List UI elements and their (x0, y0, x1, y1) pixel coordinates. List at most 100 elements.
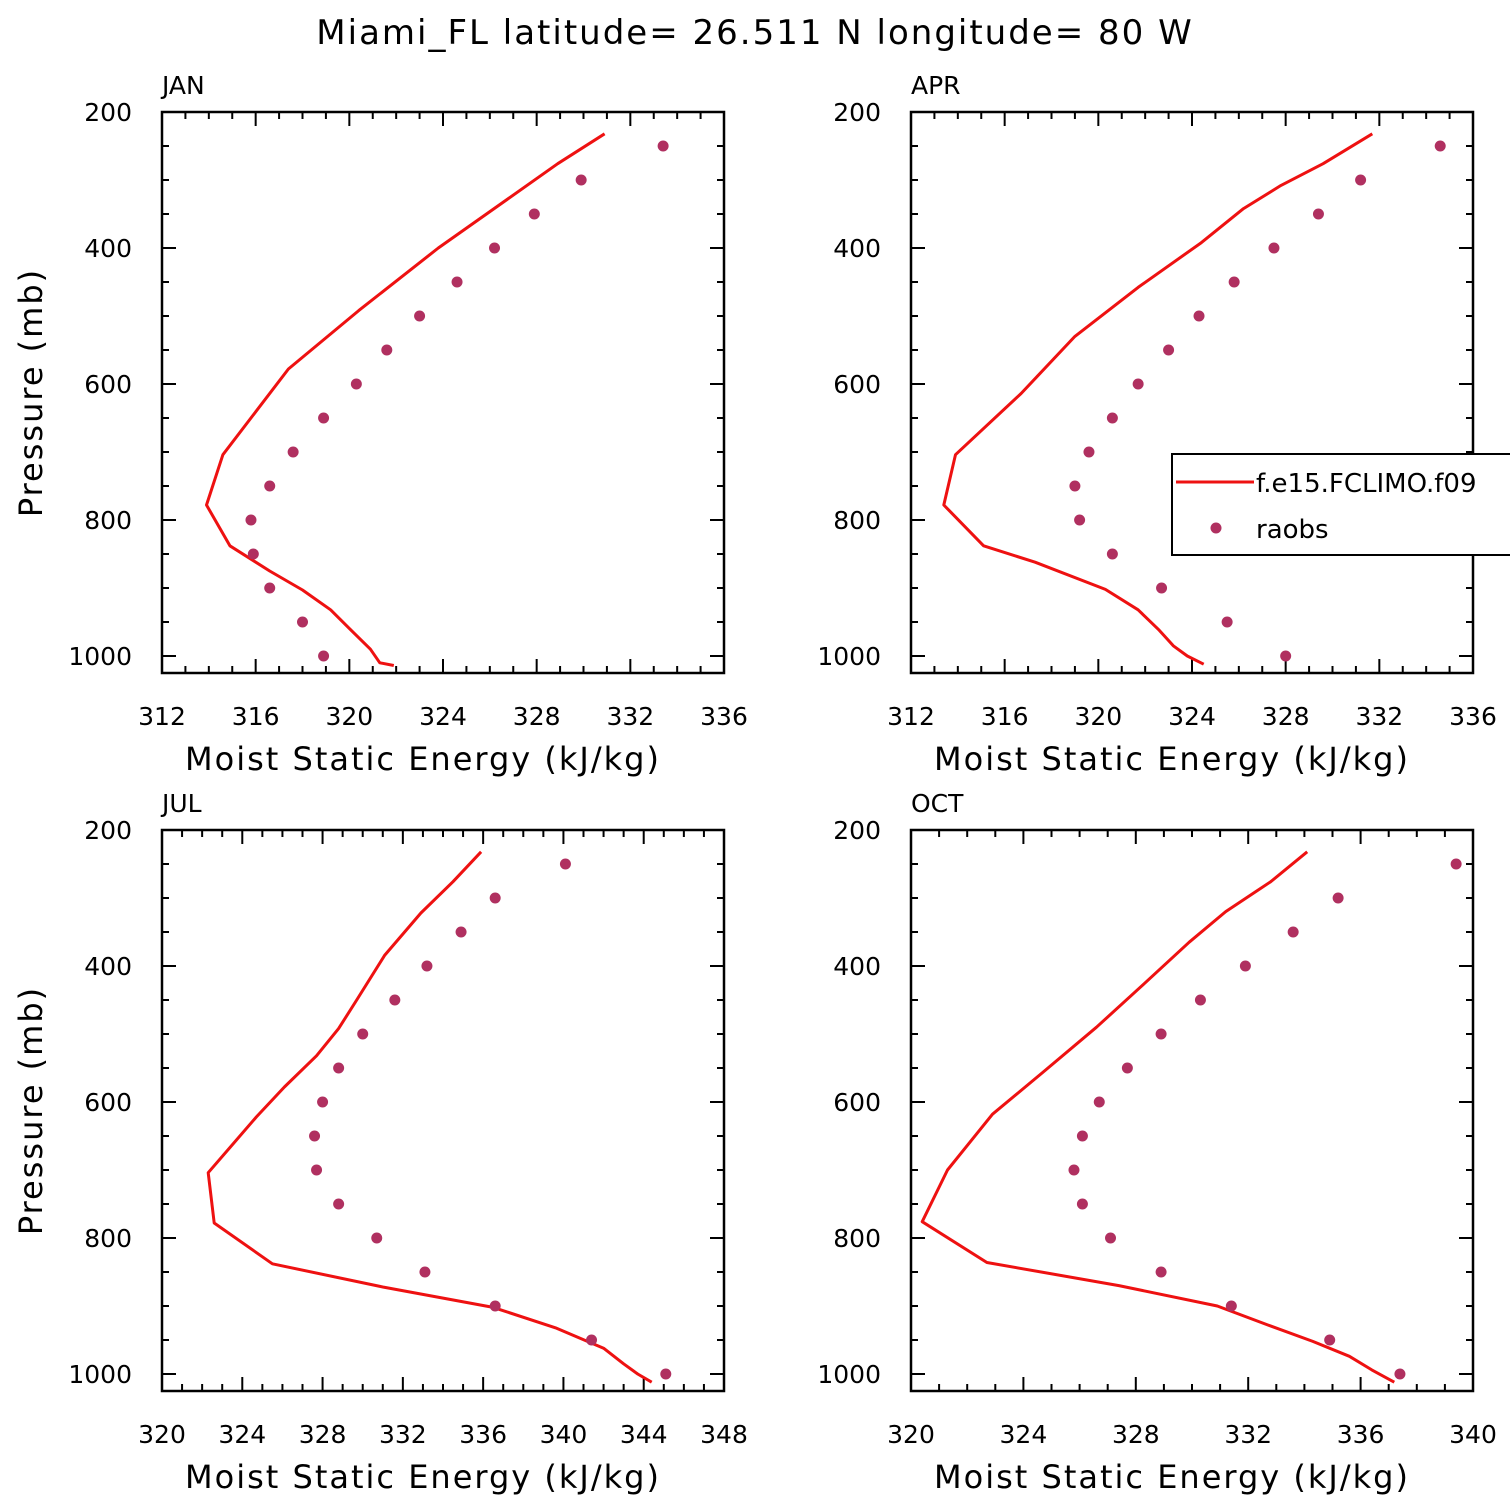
legend: f.e15.FCLIMO.f09 raobs (1171, 453, 1510, 556)
raobs-point (333, 1198, 345, 1210)
x-tick-label: 316 (981, 702, 1029, 731)
raobs-point (528, 208, 540, 220)
panel-apr: APR 312 316 320 324 328 332 336 200 400 600 800 1000… (817, 71, 1496, 778)
raobs-point (1155, 1028, 1167, 1040)
raobs-point (489, 1300, 501, 1312)
x-tick-label: 316 (232, 702, 280, 731)
x-tick-label: 340 (1449, 1420, 1497, 1449)
y-tick-label: 200 (833, 816, 881, 845)
chart-title: Miami_FL latitude= 26.511 N longitude= 8… (316, 13, 1193, 53)
y-tick-label: 200 (833, 98, 881, 127)
raobs-point (1106, 412, 1118, 424)
y-axis-title: Pressure (mb) (12, 268, 50, 517)
y-tick-label: 800 (833, 506, 881, 535)
x-tick-label: 320 (887, 1420, 935, 1449)
y-tick-label: 200 (84, 816, 132, 845)
panel-label: JAN (160, 71, 205, 100)
raobs-point (1155, 1266, 1167, 1278)
x-tick-label: 336 (459, 1420, 507, 1449)
panel-label: APR (911, 71, 961, 100)
raobs-point (1105, 1232, 1117, 1244)
raobs-point (350, 378, 362, 390)
raobs-point (317, 1096, 329, 1108)
panel-jul: JUL 320 324 328 332 336 340 344 348 200 400 600 800 1… (12, 789, 748, 1496)
raobs-point (421, 960, 433, 972)
y-tick-label: 800 (84, 506, 132, 535)
raobs-point (1069, 480, 1081, 492)
raobs-point (264, 582, 276, 594)
raobs-point (1312, 208, 1324, 220)
y-axis-title: Pressure (mb) (12, 986, 50, 1235)
plot-frame (160, 110, 726, 675)
model-series-line (205, 132, 606, 667)
raobs-point (318, 412, 330, 424)
x-tick-label: 348 (700, 1420, 748, 1449)
raobs-point (489, 242, 501, 254)
model-series-line (942, 132, 1374, 666)
x-tick-label: 320 (1074, 702, 1122, 731)
raobs-point (357, 1028, 369, 1040)
raobs-point (660, 1368, 672, 1380)
x-tick-label: 324 (1168, 702, 1216, 731)
x-tick-label: 344 (620, 1420, 668, 1449)
panel-label: OCT (911, 789, 964, 818)
model-series-line (920, 850, 1396, 1384)
raobs-point (1083, 446, 1095, 458)
raobs-point (1280, 650, 1292, 662)
plot-frame (909, 110, 1475, 675)
raobs-point (559, 858, 571, 870)
legend-obs-swatch (1210, 522, 1222, 534)
y-tick-label: 400 (84, 952, 132, 981)
raobs-point (575, 174, 587, 186)
raobs-point (1221, 616, 1233, 628)
y-tick-label: 600 (84, 370, 132, 399)
raobs-point (333, 1062, 345, 1074)
y-tick-label: 1000 (68, 1360, 132, 1389)
raobs-point (1121, 1062, 1133, 1074)
x-tick-label: 332 (379, 1420, 427, 1449)
raobs-point (1394, 1368, 1406, 1380)
y-tick-label: 1000 (817, 1360, 881, 1389)
plot-area (920, 850, 1462, 1384)
x-tick-label: 340 (540, 1420, 588, 1449)
raobs-point (381, 344, 393, 356)
y-tick-label: 600 (833, 370, 881, 399)
x-tick-label: 312 (887, 702, 935, 731)
panel-oct: OCT 320 324 328 332 336 340 200 400 600 800 1000 Moi… (817, 789, 1496, 1496)
raobs-point (1332, 892, 1344, 904)
panels: JAN 312 316 320 324 328 332 336 200 400 600 800 1000… (12, 71, 1497, 1496)
raobs-point (311, 1164, 323, 1176)
y-tick-label: 400 (833, 952, 881, 981)
raobs-point (371, 1232, 383, 1244)
x-tick-label: 324 (419, 702, 467, 731)
x-axis-title: Moist Static Energy (kJ/kg) (934, 740, 1410, 778)
raobs-point (1163, 344, 1175, 356)
raobs-point (1068, 1164, 1080, 1176)
raobs-point (1287, 926, 1299, 938)
x-tick-label: 336 (700, 702, 748, 731)
raobs-point (414, 310, 426, 322)
raobs-point (455, 926, 467, 938)
x-tick-label: 320 (325, 702, 373, 731)
y-tick-label: 600 (84, 1088, 132, 1117)
raobs-point (247, 548, 259, 560)
x-tick-label: 332 (1355, 702, 1403, 731)
raobs-point (1156, 582, 1168, 594)
y-tick-label: 1000 (68, 642, 132, 671)
raobs-point (1355, 174, 1367, 186)
raobs-point (1228, 276, 1240, 288)
y-tick-label: 400 (84, 234, 132, 263)
x-tick-label: 328 (1262, 702, 1310, 731)
legend-model-label: f.e15.FCLIMO.f09 (1256, 469, 1476, 499)
raobs-point (1193, 310, 1205, 322)
raobs-point (297, 616, 308, 628)
raobs-point (1076, 1130, 1088, 1142)
raobs-point (1106, 548, 1118, 560)
raobs-point (1239, 960, 1251, 972)
raobs-point (1450, 858, 1462, 870)
x-axis-title: Moist Static Energy (kJ/kg) (185, 1458, 661, 1496)
raobs-point (1434, 140, 1446, 152)
y-tick-label: 800 (833, 1224, 881, 1253)
y-tick-label: 200 (84, 98, 132, 127)
